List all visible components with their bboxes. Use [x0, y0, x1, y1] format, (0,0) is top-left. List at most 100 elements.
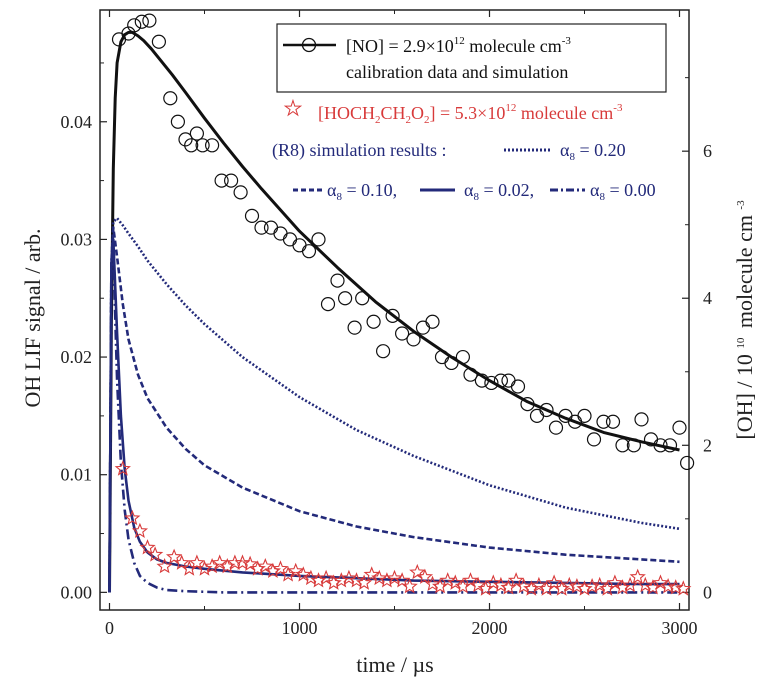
hoch-data-point	[469, 576, 487, 593]
calibration-data-point	[282, 232, 298, 247]
hoch-data-point	[249, 560, 266, 576]
y-right-tick-label: 2	[703, 435, 712, 455]
hoch-data-point	[340, 569, 358, 586]
calibration-data-point	[455, 349, 470, 365]
calibration-data-point	[385, 308, 400, 323]
calibration-data-point	[142, 13, 157, 28]
hoch-data-point	[131, 522, 149, 539]
calibration-data-point	[406, 332, 421, 347]
hoch-data-point	[409, 563, 426, 580]
y-left-tick-label: 0.04	[61, 112, 93, 132]
legend-calibration-marker	[301, 37, 317, 53]
hoch-data-point	[591, 576, 608, 593]
hoch-data-point	[348, 572, 365, 588]
hoch-data-point	[264, 562, 282, 579]
calibration-data-point	[626, 438, 642, 453]
hoch-data-point	[234, 554, 251, 570]
calibration-data-point	[366, 314, 381, 329]
legend-r8-text: (R8) simulation results :	[272, 140, 447, 161]
calibration-data-point	[510, 379, 526, 394]
calibration-data-point	[170, 114, 185, 129]
calibration-data-point	[586, 432, 602, 447]
hoch-data-point	[401, 578, 418, 594]
y-right-label-main: [OH] / 10	[732, 354, 757, 440]
calibration-data-point	[672, 420, 687, 435]
series-line-solid	[108, 238, 680, 593]
hoch-data-point	[196, 560, 213, 576]
y-left-axis-label: OH LIF signal / arb.	[20, 228, 45, 407]
y-right-tick-label: 4	[703, 288, 712, 308]
calibration-data-point	[679, 455, 695, 471]
legend-calibration-text: [NO] = 2.9×1012 molecule cm-3	[346, 35, 571, 56]
x-tick-label: 2000	[472, 618, 508, 638]
hoch-data-point	[325, 574, 342, 590]
hoch-data-point	[515, 578, 532, 594]
hoch-data-point	[386, 569, 403, 586]
x-axis-label: time / µs	[356, 652, 433, 677]
calibration-data-point	[463, 367, 478, 382]
hoch-data-point	[561, 576, 578, 593]
legend-hoch-text: [HOCH2CH2O2] = 5.3×1012 molecule cm-3	[318, 102, 623, 126]
legend-box	[276, 23, 667, 93]
calibration-data-point	[254, 220, 269, 235]
hoch-data-point	[644, 579, 662, 595]
calibration-data-point	[634, 412, 649, 427]
calibration-data-point	[244, 208, 260, 223]
hoch-data-point	[156, 558, 173, 574]
legend-a010-text: α8 = 0.10,	[327, 180, 397, 203]
hoch-data-point	[188, 554, 206, 570]
hoch-data-point	[538, 580, 555, 596]
calibration-data-point	[273, 226, 288, 241]
hoch-data-point	[310, 572, 327, 588]
calibration-data-point	[134, 14, 149, 29]
hoch-data-point	[173, 554, 190, 570]
calibration-data-point	[151, 34, 166, 49]
calibration-data-point	[347, 320, 362, 335]
calibration-data-point	[376, 344, 391, 359]
hoch-data-point	[363, 566, 380, 582]
hoch-data-point	[439, 572, 456, 588]
hoch-data-point	[211, 554, 228, 570]
hoch-data-point	[462, 572, 479, 588]
y-right-axis-label: [OH] / 10 10 molecule cm -3	[724, 200, 757, 440]
hoch-data-point	[146, 546, 164, 562]
y-left-tick-label: 0.02	[61, 347, 93, 367]
calibration-data-point	[301, 244, 317, 259]
hoch-data-point	[530, 576, 548, 593]
y-right-tick-label: 0	[703, 582, 712, 602]
calibration-data-point	[311, 232, 326, 247]
calibration-data-point	[184, 138, 199, 153]
calibration-data-point	[605, 414, 621, 429]
calibration-data-point	[529, 408, 545, 423]
calibration-data-point	[214, 173, 229, 188]
hoch-data-point	[447, 574, 464, 590]
calibration-data-point	[205, 138, 220, 153]
legend-calibration-line2: calibration data and simulation	[346, 62, 568, 82]
legend: [NO] = 2.9×1012 molecule cm-3 calibratio…	[272, 23, 667, 203]
x-tick-label: 0	[105, 618, 114, 638]
hoch-data-point	[507, 572, 525, 588]
y-left-tick-label: 0.01	[61, 465, 93, 485]
hoch-data-point	[659, 578, 677, 594]
calibration-data-point	[444, 355, 459, 371]
calibration-data-point	[292, 238, 307, 253]
calibration-data-point	[434, 349, 450, 365]
calibration-data-point	[263, 220, 279, 235]
hoch-data-point	[492, 576, 510, 593]
calibration-data-point	[425, 314, 440, 329]
hoch-data-point	[378, 572, 396, 588]
calibration-data-point	[189, 126, 204, 141]
hoch-data-point	[124, 509, 141, 526]
calibration-data-point	[330, 273, 345, 288]
hoch-data-point	[165, 548, 183, 564]
y-right-axis-ticks: 0 2 4 6	[682, 77, 712, 602]
series-line-dotted	[108, 216, 680, 593]
hoch-data-point	[371, 569, 388, 586]
hoch-data-point	[629, 568, 646, 584]
calibration-data-point	[662, 438, 678, 453]
hoch-data-point	[621, 576, 639, 593]
series-layer	[108, 13, 695, 596]
calibration-data-point	[320, 297, 336, 312]
calibration-data-point	[596, 414, 611, 429]
